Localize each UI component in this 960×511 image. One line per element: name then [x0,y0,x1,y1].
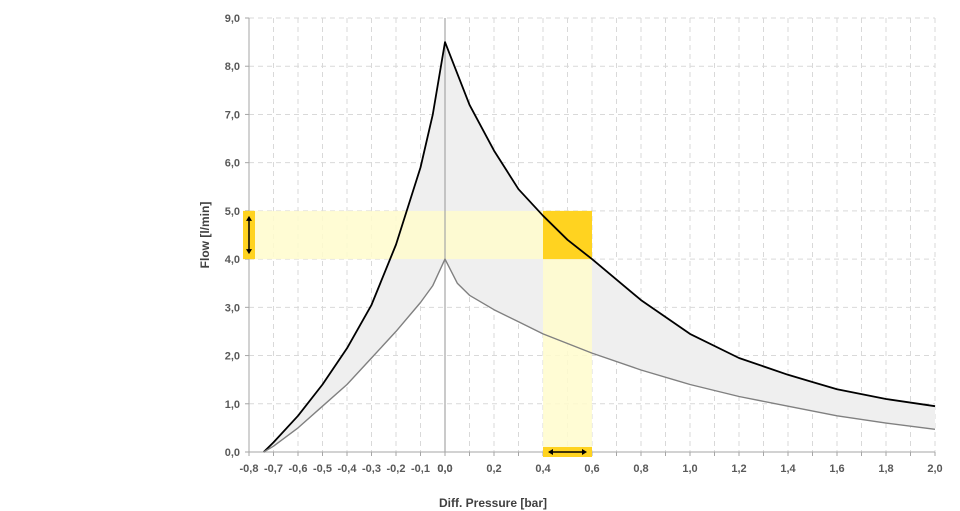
x-tick-label: -0,7 [264,463,283,475]
x-tick-label: -0,8 [240,463,259,475]
x-tick-label: -0,1 [411,463,430,475]
x-tick-label: 1,2 [731,463,746,475]
tick-labels: 0,0 1,0 2,0 3,0 4,0 5,0 6,0 7,0 8,0 9,0 -0,8 -0,7 -0… [225,13,943,475]
upper-curve [263,41,936,453]
x-tick-label: 1,8 [878,463,893,475]
highlight-markers [243,210,592,457]
y-tick-label: 1,0 [225,399,240,411]
arrow-up-icon [246,215,252,221]
x-tick-label: 1,4 [780,463,796,475]
flow-band [249,210,592,260]
x-axis-title: Diff. Pressure [bar] [439,496,547,510]
y-tick-label: 7,0 [225,109,240,121]
y-tick-label: 4,0 [225,254,240,266]
curves [263,41,936,453]
intersection-box [543,210,592,260]
x-tick-label: 0,6 [584,463,599,475]
x-tick-label: 1,6 [829,463,844,475]
x-tick-label: -0,2 [387,463,406,475]
x-tick-label: 0,8 [633,463,648,475]
x-tick-label: 2,0 [927,463,942,475]
arrow-down-icon [246,249,252,255]
x-tick-label: -0,3 [362,463,381,475]
y-tick-label: 2,0 [225,351,240,363]
y-tick-label: 0,0 [225,447,240,459]
highlight-bands [249,210,592,452]
envelope-area [263,42,935,452]
x-tick-label: 0,4 [535,463,551,475]
arrow-right-icon [582,449,587,455]
y-tick-label: 9,0 [225,13,240,25]
x-tick-label: 0,2 [486,463,501,475]
envelope-fill [263,42,935,452]
y-tick-label: 5,0 [225,206,240,218]
x-tick-label: -0,5 [313,463,332,475]
y-tick-label: 8,0 [225,61,240,73]
lower-curve [263,258,936,453]
arrow-left-icon [548,449,553,455]
y-tick-label: 6,0 [225,158,240,170]
y-axis-title: Flow [l/min] [198,202,212,269]
y-tick-label: 3,0 [225,302,240,314]
pressure-band [543,259,592,452]
x-tick-label: -0,4 [338,463,358,475]
x-tick-label: 1,0 [682,463,697,475]
x-tick-label: 0,0 [437,463,452,475]
x-tick-label: 0,0 [437,463,452,475]
x-tick-label: -0,6 [289,463,308,475]
